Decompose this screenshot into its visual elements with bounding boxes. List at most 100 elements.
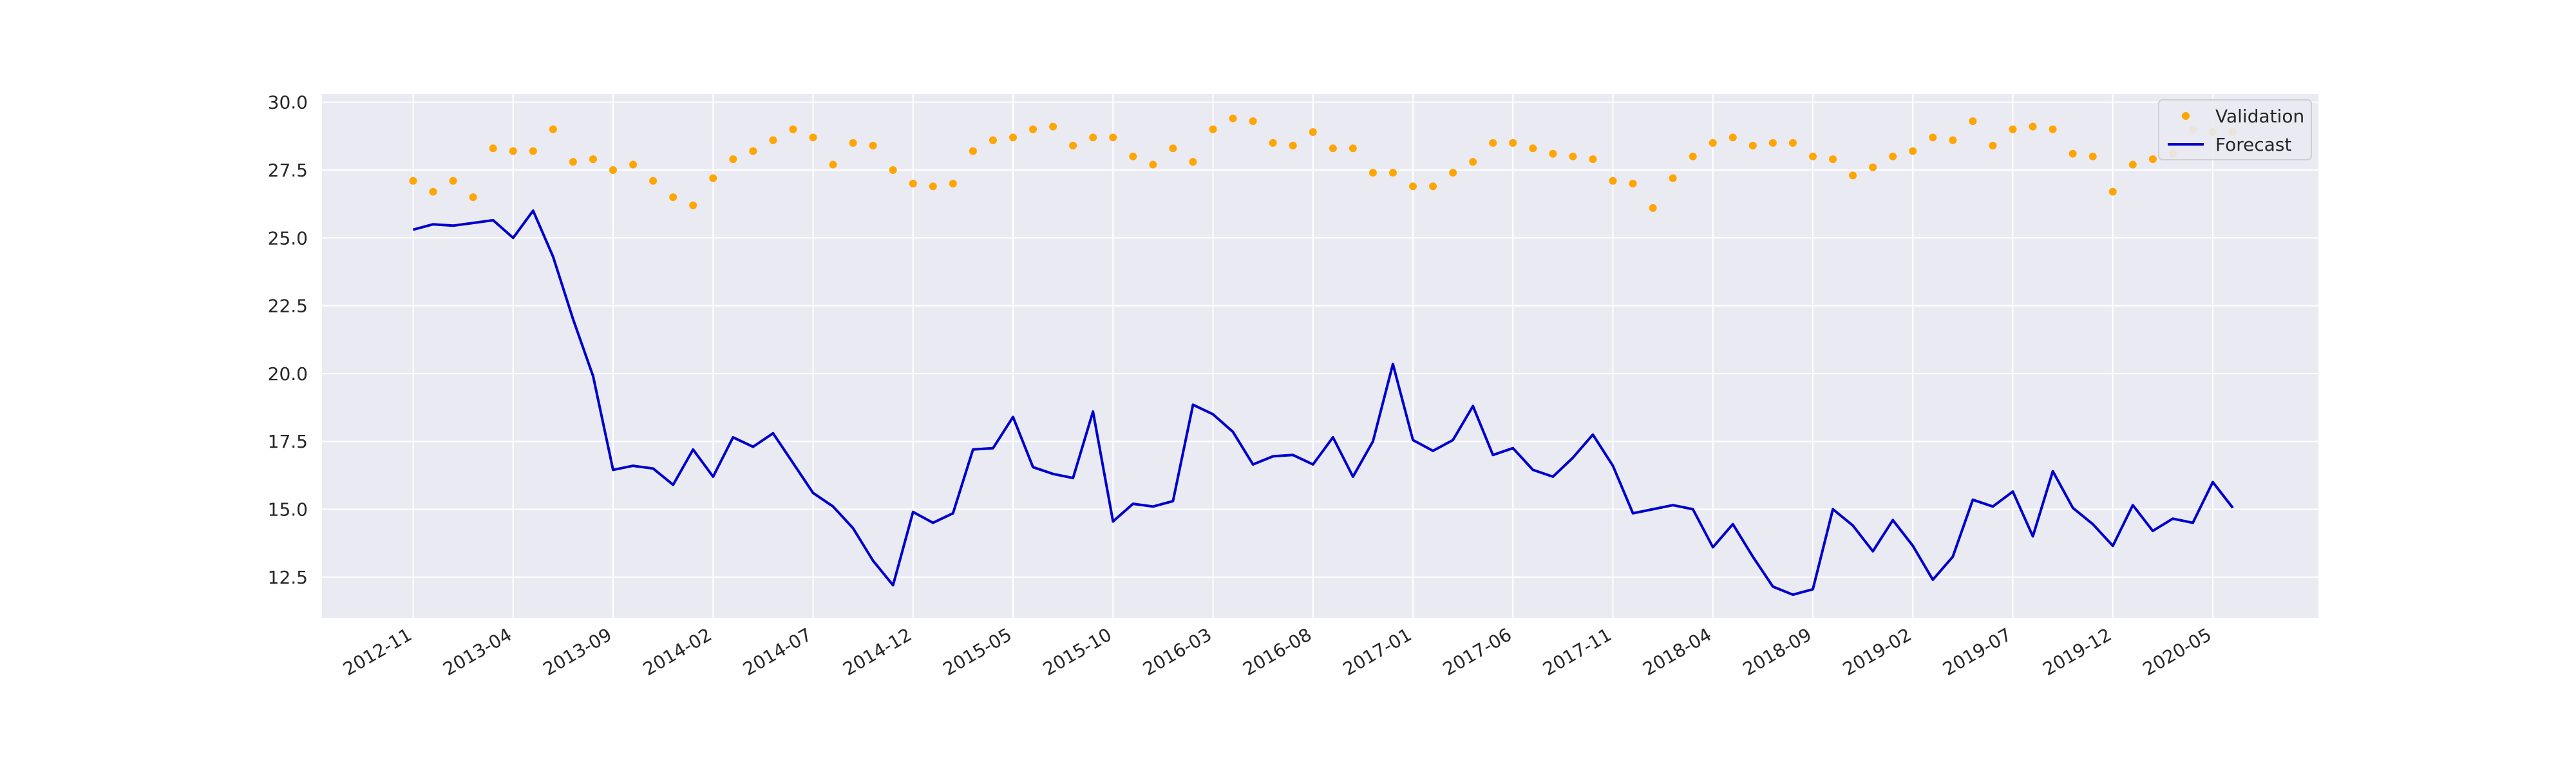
y-tick-label: 30.0 [268,92,308,113]
validation-point [1289,142,1297,150]
validation-point [1349,144,1357,153]
y-tick-label: 25.0 [268,227,308,249]
validation-point [1209,125,1217,133]
x-tick-label: 2014-02 [639,624,715,680]
validation-point [2029,122,2037,131]
validation-point [1949,136,1957,144]
legend: Validation Forecast [2158,99,2312,160]
validation-point [1609,177,1617,185]
validation-point [1109,133,1117,142]
x-tick-label: 2015-05 [940,624,1016,680]
validation-point [1649,204,1657,212]
validation-point [1409,182,1417,191]
validation-point [469,193,477,202]
validation-point [1709,138,1717,147]
validation-point [1529,144,1537,153]
validation-point [1089,133,1097,142]
validation-point [1429,182,1437,191]
validation-point [789,125,797,133]
validation-point [1269,138,1277,147]
validation-point [1249,117,1257,126]
validation-point [849,138,857,147]
validation-point [1549,149,1557,158]
validation-point [409,177,417,185]
validation-point [1388,169,1397,177]
validation-point [909,180,917,188]
validation-point [1569,152,1577,160]
validation-point [2069,149,2077,158]
x-tick-label: 2018-04 [1639,624,1715,680]
legend-forecast-label: Forecast [2215,134,2292,155]
validation-point [1869,163,1877,171]
legend-validation-marker [2182,112,2190,120]
validation-point [1728,133,1737,142]
validation-point [869,142,877,150]
validation-point [2128,160,2137,169]
x-tick-label: 2014-12 [839,624,915,680]
validation-point [989,136,997,144]
validation-point [1489,138,1497,147]
validation-point [1469,158,1477,166]
validation-point [2049,125,2057,133]
validation-point [1049,122,1057,131]
x-tick-label: 2013-09 [540,624,616,680]
x-tick-label: 2019-02 [1839,624,1915,680]
x-tick-label: 2019-07 [1939,624,2015,680]
validation-point [969,147,977,155]
validation-point [1189,158,1197,166]
validation-point [429,187,437,196]
validation-point [829,160,837,169]
validation-point [749,147,757,155]
validation-point [1149,160,1157,169]
validation-point [589,155,597,164]
validation-point [609,166,617,174]
y-tick-label: 17.5 [268,431,308,452]
validation-point [1909,147,1917,155]
x-tick-label: 2017-11 [1539,624,1615,680]
validation-point [1969,117,1977,126]
validation-point [2009,125,2017,133]
y-tick-label: 20.0 [268,363,308,385]
validation-point [1029,125,1037,133]
y-tick-label: 22.5 [268,296,308,317]
validation-point [569,158,577,166]
validation-point [1989,142,1997,150]
validation-point [929,182,937,191]
x-tick-label: 2013-04 [439,624,515,680]
y-tick-label: 15.0 [268,499,308,520]
validation-point [489,144,497,153]
validation-point [709,174,717,182]
validation-point [689,201,697,209]
validation-point [809,133,817,142]
validation-point [2108,187,2117,196]
y-tick-label: 27.5 [268,160,308,181]
validation-point [2088,152,2097,160]
validation-point [449,177,457,185]
x-tick-label: 2019-12 [2039,624,2115,680]
forecast-line [412,209,2234,596]
validation-point [1788,138,1797,147]
validation-point [1368,169,1377,177]
validation-point [729,155,737,164]
validation-point [1589,155,1597,164]
validation-point [1829,155,1837,164]
validation-point [629,160,638,169]
validation-point [1449,169,1457,177]
validation-point [1929,133,1937,142]
validation-point [1849,171,1857,180]
validation-point [1689,152,1697,160]
validation-point [549,125,557,133]
validation-point [1669,174,1677,182]
validation-point [669,193,677,202]
validation-point [1809,152,1817,160]
validation-point [1629,180,1637,188]
x-tick-label: 2020-05 [2139,624,2215,680]
validation-point [1748,142,1757,150]
validation-point [2148,155,2157,164]
x-tick-label: 2018-09 [1739,624,1815,680]
validation-point [529,147,537,155]
validation-point [1169,144,1177,153]
validation-point [1069,142,1077,150]
validation-point [769,136,777,144]
